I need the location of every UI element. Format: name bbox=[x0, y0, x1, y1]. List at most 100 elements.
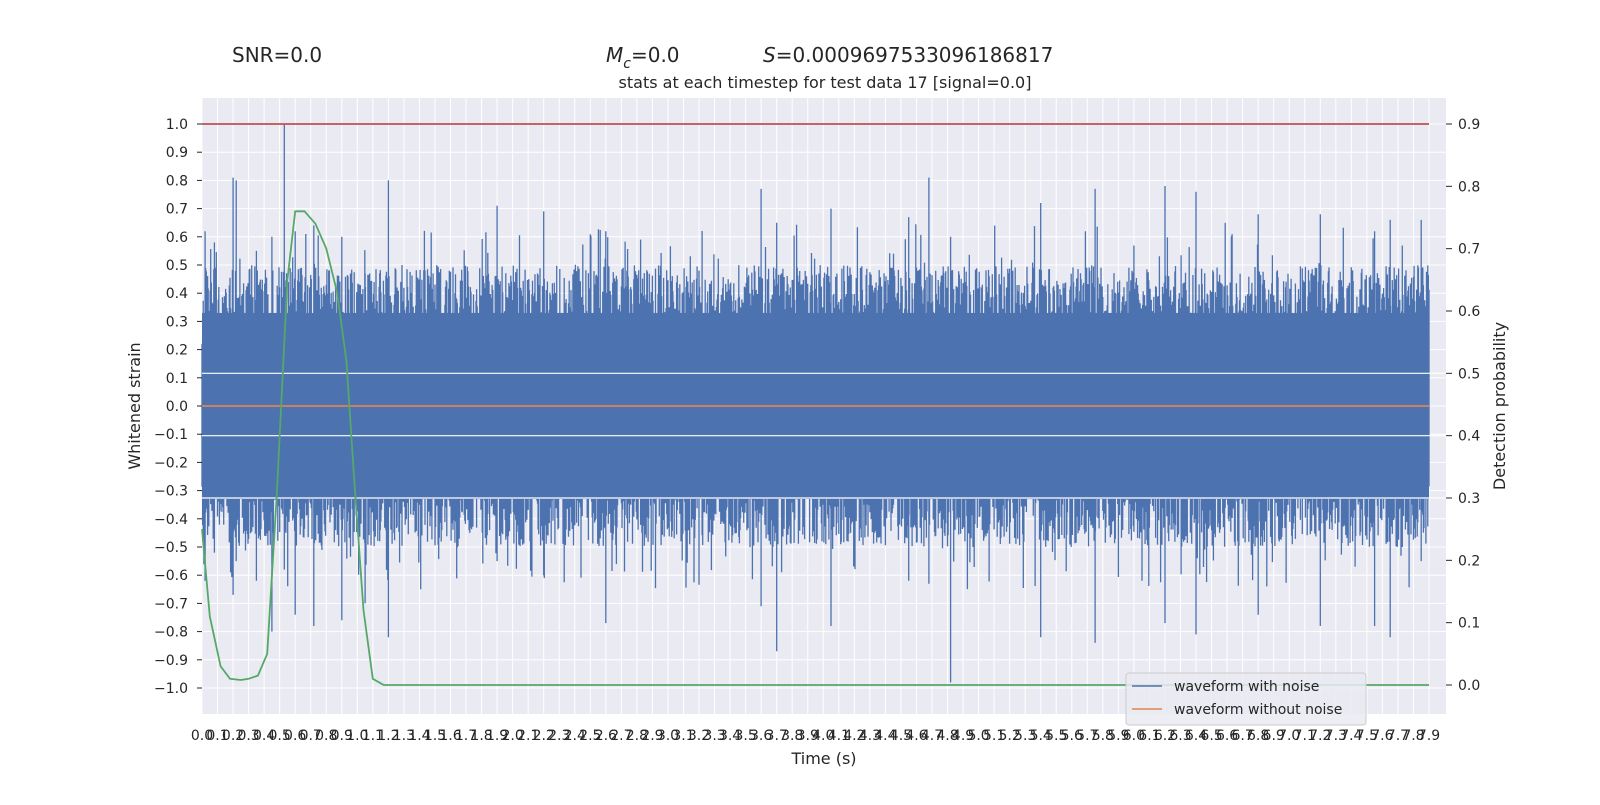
x-tick-label: 1.7 bbox=[455, 728, 477, 744]
x-tick-label: 3.9 bbox=[797, 728, 819, 744]
x-tick-label: 0.0 bbox=[191, 728, 213, 744]
x-tick-label: 4.5 bbox=[890, 728, 912, 744]
legend: waveform with noise waveform without noi… bbox=[1125, 672, 1367, 726]
x-tick-label: 5.0 bbox=[967, 728, 989, 744]
x-tick-label: 0.5 bbox=[269, 728, 291, 744]
x-tick-label: 6.9 bbox=[1263, 728, 1285, 744]
s-label: S=0.0009697533096186817 bbox=[763, 43, 1053, 67]
x-tick-label: 7.7 bbox=[1387, 728, 1409, 744]
x-tick-label: 7.9 bbox=[1418, 728, 1440, 744]
x-tick-label: 1.0 bbox=[346, 728, 368, 744]
x-tick-label: 3.5 bbox=[734, 728, 756, 744]
y-tick-label: 0.2 bbox=[166, 343, 188, 359]
y2-tick-label: 0.8 bbox=[1458, 179, 1480, 195]
y-axis-label: Whitened strain bbox=[125, 342, 144, 469]
x-tick-label: 6.2 bbox=[1154, 728, 1176, 744]
x-tick-label: 3.6 bbox=[750, 728, 772, 744]
y-tick-label: −0.7 bbox=[154, 596, 188, 612]
x-tick-label: 2.1 bbox=[517, 728, 539, 744]
y-tick-label: 1.0 bbox=[166, 117, 188, 133]
x-tick-label: 2.0 bbox=[502, 728, 524, 744]
y2-tick-label: 0.9 bbox=[1458, 117, 1480, 133]
x-tick-label: 2.4 bbox=[564, 728, 586, 744]
y-tick-label: −0.4 bbox=[154, 512, 188, 528]
x-tick-label: 7.8 bbox=[1402, 728, 1424, 744]
y-tick-label: 0.3 bbox=[166, 314, 188, 330]
x-tick-label: 1.2 bbox=[377, 728, 399, 744]
x-tick-label: 3.0 bbox=[657, 728, 679, 744]
x-tick-label: 2.5 bbox=[579, 728, 601, 744]
x-tick-label: 3.2 bbox=[688, 728, 710, 744]
y2-tick-label: 0.4 bbox=[1458, 429, 1480, 445]
y2-tick-label: 0.6 bbox=[1458, 304, 1480, 320]
x-tick-label: 4.6 bbox=[905, 728, 927, 744]
x-tick-label: 0.6 bbox=[284, 728, 306, 744]
y-tick-label: −0.3 bbox=[154, 484, 188, 500]
y-tick-label: 0.8 bbox=[166, 173, 188, 189]
y2-axis-label: Detection probability bbox=[1490, 322, 1509, 490]
x-tick-label: 2.7 bbox=[610, 728, 632, 744]
x-tick-label: 3.1 bbox=[672, 728, 694, 744]
x-tick-label: 6.1 bbox=[1138, 728, 1160, 744]
x-tick-label: 5.7 bbox=[1076, 728, 1098, 744]
y2-tick-label: 0.2 bbox=[1458, 553, 1480, 569]
x-tick-label: 6.3 bbox=[1169, 728, 1191, 744]
legend-label-waveform-with-noise: waveform with noise bbox=[1174, 679, 1319, 695]
x-tick-label: 4.8 bbox=[936, 728, 958, 744]
y-tick-label: −0.5 bbox=[154, 540, 188, 556]
x-tick-label: 4.9 bbox=[952, 728, 974, 744]
chart-title: stats at each timestep for test data 17 … bbox=[619, 73, 1032, 92]
x-tick-labels: 0.00.10.20.30.40.50.60.70.80.91.01.11.21… bbox=[191, 728, 1440, 744]
y2-tick-label: 0.1 bbox=[1458, 616, 1480, 632]
x-tick-label: 5.8 bbox=[1092, 728, 1114, 744]
y-tick-label: 0.4 bbox=[166, 286, 188, 302]
x-tick-label: 4.1 bbox=[828, 728, 850, 744]
x-tick-label: 2.3 bbox=[548, 728, 570, 744]
y2-tick-labels: 0.9 0.8 0.7 0.6 0.5 0.4 0.3 0.2 0.1 0.0 bbox=[1446, 117, 1480, 694]
x-tick-label: 6.0 bbox=[1123, 728, 1145, 744]
y2-tick-label: 0.3 bbox=[1458, 491, 1480, 507]
x-tick-label: 1.8 bbox=[470, 728, 492, 744]
x-tick-label: 5.1 bbox=[983, 728, 1005, 744]
x-tick-label: 1.6 bbox=[439, 728, 461, 744]
y-tick-label: −0.9 bbox=[154, 653, 188, 669]
x-tick-label: 7.5 bbox=[1356, 728, 1378, 744]
x-tick-label: 2.2 bbox=[533, 728, 555, 744]
x-tick-label: 5.6 bbox=[1061, 728, 1083, 744]
x-tick-label: 1.3 bbox=[393, 728, 415, 744]
x-tick-label: 5.9 bbox=[1107, 728, 1129, 744]
x-tick-label: 0.9 bbox=[331, 728, 353, 744]
x-tick-label: 6.5 bbox=[1200, 728, 1222, 744]
x-tick-label: 4.0 bbox=[812, 728, 834, 744]
x-tick-label: 3.7 bbox=[766, 728, 788, 744]
x-tick-label: 2.6 bbox=[595, 728, 617, 744]
legend-label-waveform-without-noise: waveform without noise bbox=[1174, 702, 1342, 718]
x-tick-label: 7.1 bbox=[1294, 728, 1316, 744]
y-tick-label: 0.9 bbox=[166, 145, 188, 161]
x-tick-label: 7.0 bbox=[1278, 728, 1300, 744]
x-tick-label: 7.2 bbox=[1309, 728, 1331, 744]
x-tick-label: 5.5 bbox=[1045, 728, 1067, 744]
x-tick-label: 3.4 bbox=[719, 728, 741, 744]
x-tick-label: 4.4 bbox=[874, 728, 896, 744]
x-tick-label: 2.8 bbox=[626, 728, 648, 744]
x-tick-label: 3.8 bbox=[781, 728, 803, 744]
y-tick-label: 0.1 bbox=[166, 371, 188, 387]
y-tick-label: 0.0 bbox=[166, 399, 188, 415]
x-tick-label: 0.2 bbox=[222, 728, 244, 744]
y-tick-label: 0.6 bbox=[166, 230, 188, 246]
x-tick-label: 0.1 bbox=[206, 728, 228, 744]
x-tick-label: 4.7 bbox=[921, 728, 943, 744]
x-tick-label: 0.8 bbox=[315, 728, 337, 744]
x-tick-label: 6.8 bbox=[1247, 728, 1269, 744]
y-tick-labels: 1.0 0.9 0.8 0.7 0.6 0.5 0.4 0.3 0.2 0.1 0.0 −0.1 −0.… bbox=[154, 117, 202, 697]
x-tick-label: 1.5 bbox=[424, 728, 446, 744]
y-tick-label: −1.0 bbox=[154, 681, 188, 697]
y-tick-label: −0.6 bbox=[154, 568, 188, 584]
x-tick-label: 0.7 bbox=[300, 728, 322, 744]
x-tick-label: 5.3 bbox=[1014, 728, 1036, 744]
x-axis-label: Time (s) bbox=[790, 749, 856, 768]
x-tick-label: 6.4 bbox=[1185, 728, 1207, 744]
